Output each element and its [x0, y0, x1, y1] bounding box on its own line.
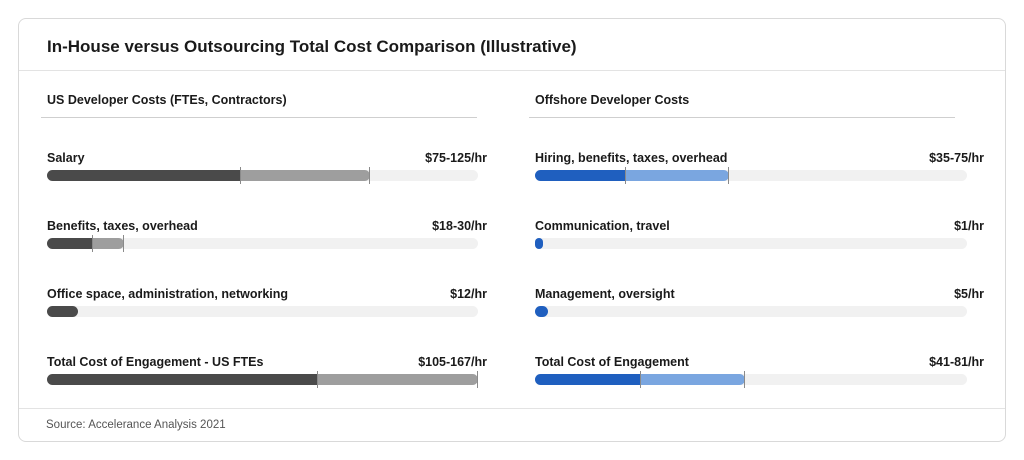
value-label: $41-81/hr — [929, 355, 984, 369]
bar-row: Communication, travel $1/hr — [529, 219, 984, 259]
bar-track — [47, 371, 478, 388]
bar-range-segment — [318, 374, 478, 385]
bar-low-segment — [535, 374, 641, 385]
range-high-tick — [728, 167, 729, 184]
category-label: Total Cost of Engagement — [535, 355, 689, 369]
range-low-tick — [240, 167, 241, 184]
chart-card: In-House versus Outsourcing Total Cost C… — [18, 18, 1006, 442]
value-label: $35-75/hr — [929, 151, 984, 165]
us-panel-title: US Developer Costs (FTEs, Contractors) — [47, 93, 287, 107]
bar-segment — [535, 306, 548, 317]
bar-track — [47, 306, 478, 317]
value-label: $1/hr — [954, 219, 984, 233]
bar-range-segment — [241, 170, 370, 181]
bar-range-segment — [641, 374, 745, 385]
bar-track — [47, 235, 478, 252]
footer-divider — [19, 408, 1005, 409]
source-note: Source: Accelerance Analysis 2021 — [46, 419, 226, 431]
bar-track — [535, 167, 967, 184]
value-label: $18-30/hr — [432, 219, 487, 233]
offshore-panel-rule — [529, 117, 955, 118]
bar-low-segment — [47, 238, 93, 249]
category-label: Office space, administration, networking — [47, 287, 289, 301]
value-label: $5/hr — [954, 287, 984, 301]
bar-segment — [47, 306, 78, 317]
category-label: Management, oversight — [535, 287, 675, 301]
bar-row: Total Cost of Engagement $41-81/hr — [529, 355, 984, 395]
category-label: Benefits, taxes, overhead — [47, 219, 198, 233]
bar-track — [535, 371, 967, 388]
bar-track — [535, 238, 967, 249]
category-label: Hiring, benefits, taxes, overhead — [535, 151, 728, 165]
bar-range-segment — [626, 170, 729, 181]
range-high-tick — [477, 371, 478, 388]
bar-segment — [535, 238, 543, 249]
category-label: Total Cost of Engagement - US FTEs — [47, 355, 264, 369]
bar-row: Salary $75-125/hr — [41, 151, 487, 191]
offshore-panel-title: Offshore Developer Costs — [535, 93, 690, 107]
range-low-tick — [640, 371, 641, 388]
value-label: $75-125/hr — [425, 151, 487, 165]
range-low-tick — [625, 167, 626, 184]
bar-row: Hiring, benefits, taxes, overhead $35-75/… — [529, 151, 984, 191]
range-high-tick — [369, 167, 370, 184]
bar-row: Office space, administration, networking… — [41, 287, 487, 327]
chart-title: In-House versus Outsourcing Total Cost C… — [47, 37, 577, 56]
bar-low-segment — [47, 170, 241, 181]
bar-low-segment — [535, 170, 626, 181]
bar-range-segment — [93, 238, 124, 249]
bar-row: Management, oversight $5/hr — [529, 287, 984, 327]
value-label: $105-167/hr — [418, 355, 487, 369]
bar-track — [47, 167, 478, 184]
bar-row: Benefits, taxes, overhead $18-30/hr — [41, 219, 487, 259]
category-label: Communication, travel — [535, 219, 670, 233]
range-high-tick — [123, 235, 124, 252]
us-panel-rule — [41, 117, 477, 118]
range-high-tick — [744, 371, 745, 388]
value-label: $12/hr — [450, 287, 487, 301]
bar-row: Total Cost of Engagement - US FTEs $105-1… — [41, 355, 487, 395]
category-label: Salary — [47, 151, 85, 165]
range-low-tick — [92, 235, 93, 252]
range-low-tick — [317, 371, 318, 388]
bar-low-segment — [47, 374, 318, 385]
bar-track — [535, 306, 967, 317]
header-divider — [19, 70, 1005, 71]
